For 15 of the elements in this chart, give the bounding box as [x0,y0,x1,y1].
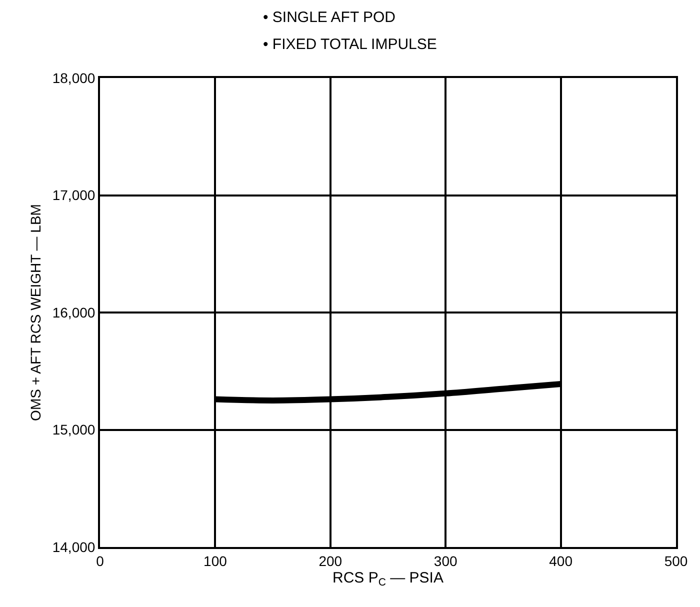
text: • FIXED TOTAL IMPULSE [263,36,437,53]
text: • SINGLE AFT POD [263,9,396,26]
y-tick-label: 18,000 [52,70,96,86]
x-axis-title: RCS P$_{C}$ — PSIA [332,569,444,588]
x-tick-label: 0 [96,552,104,569]
y-tick-label: 17,000 [52,187,96,204]
x-tick-label: 100 [204,552,228,569]
y-tick-label: 16,000 [52,304,96,320]
x-tick-label: 300 [434,552,458,569]
y-axis-title: OMS + AFT RCS WEIGHT — LBM [27,204,44,421]
y-tick-label: 14,000 [52,538,96,555]
x-tick-label: 200 [318,552,342,569]
x-tick-label: 400 [549,552,573,569]
x-tick-label: 500 [664,552,688,569]
y-tick-label: 15,000 [52,422,96,438]
